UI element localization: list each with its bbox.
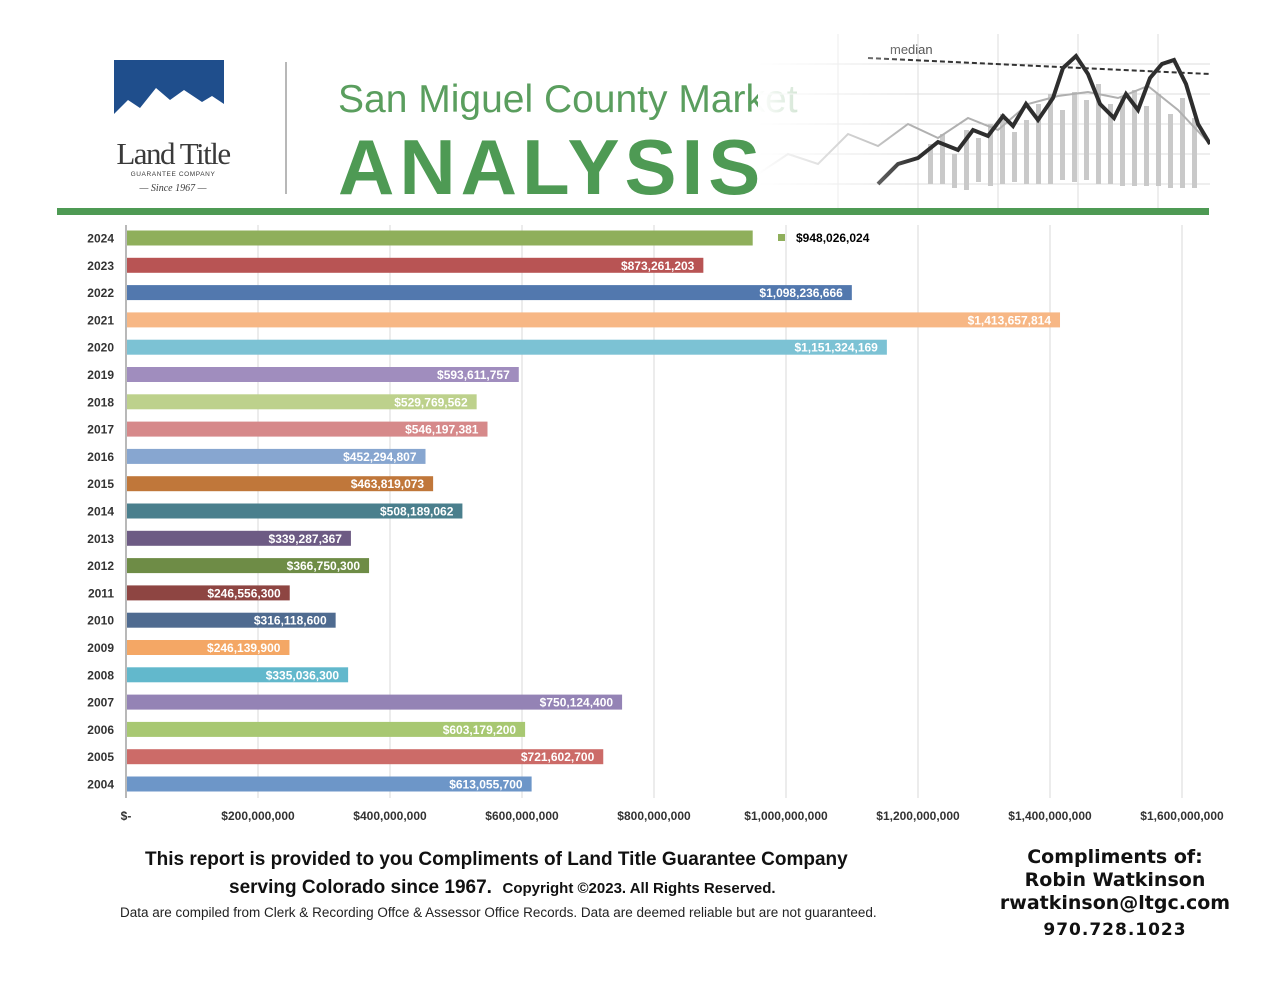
bar (127, 257, 704, 273)
y-tick-label: 2020 (87, 341, 114, 355)
header-green-rule (57, 208, 1209, 215)
x-tick-label: $800,000,000 (617, 809, 691, 823)
bar-value-label: $529,769,562 (394, 395, 468, 409)
x-tick-label: $- (121, 809, 132, 823)
bar (127, 503, 463, 519)
y-tick-label: 2007 (87, 696, 114, 710)
bar-value-label: $721,602,700 (521, 750, 595, 764)
bar-value-label: $335,036,300 (266, 668, 340, 682)
bar (127, 339, 887, 355)
bar (127, 285, 852, 301)
y-tick-label: 2018 (87, 395, 114, 409)
footer-disclaimer: Data are compiled from Clerk & Recording… (120, 905, 877, 920)
bar-value-label: $246,556,300 (207, 586, 281, 600)
bar-value-label: $546,197,381 (405, 423, 479, 437)
y-tick-label: 2024 (87, 232, 114, 246)
y-tick-label: 2021 (87, 313, 114, 327)
y-tick-label: 2006 (87, 723, 114, 737)
contact-phone: 970.728.1023 (1043, 920, 1187, 940)
bar-value-label: $1,098,236,666 (759, 286, 843, 300)
bar (127, 585, 290, 601)
chart-bars: $873,261,203 $1,098,236,666 $1,413,657,814… (127, 230, 1061, 792)
contact-name: Robin Watkinson (1024, 869, 1206, 891)
header-divider (285, 62, 287, 194)
bar-chart: $873,261,203 $1,098,236,666 $1,413,657,814… (87, 225, 1224, 823)
y-tick-label: 2012 (87, 559, 114, 573)
bar (127, 694, 623, 710)
bar (127, 421, 488, 437)
y-tick-label: 2004 (87, 778, 114, 792)
x-tick-label: $200,000,000 (221, 809, 295, 823)
page-title-top: San Miguel County Market (338, 78, 798, 121)
chart-legend: $948,026,024 (778, 231, 870, 245)
contact-email: rwatkinson@ltgc.com (999, 892, 1231, 914)
y-tick-label: 2005 (87, 750, 114, 764)
y-tick-label: 2009 (87, 641, 114, 655)
bar (127, 230, 753, 246)
bar-value-label: $750,124,400 (540, 696, 614, 710)
x-tick-label: $1,600,000,000 (1140, 809, 1224, 823)
logo-since-text: Since 1967 (150, 183, 196, 194)
footer-copyright: Copyright ©2023. All Rights Reserved. (502, 880, 776, 897)
bar-value-label: $508,189,062 (380, 505, 454, 519)
bar (127, 612, 336, 628)
y-tick-label: 2016 (87, 450, 114, 464)
bar-value-label: $366,750,300 (287, 559, 361, 573)
y-tick-label: 2013 (87, 532, 114, 546)
bar (127, 749, 604, 765)
bar-value-label: $593,611,757 (437, 368, 510, 382)
bar-value-label: $873,261,203 (621, 259, 695, 273)
bar-value-label: $316,118,600 (254, 614, 327, 628)
bar (127, 476, 434, 492)
bar (127, 394, 477, 410)
stock-chart-decoration-icon: median (758, 34, 1210, 208)
bar-value-label: $463,819,073 (351, 477, 425, 491)
bar (127, 776, 532, 792)
bar (127, 367, 519, 382)
y-tick-label: 2008 (87, 668, 114, 682)
x-tick-label: $1,400,000,000 (1008, 809, 1092, 823)
y-tick-label: 2022 (87, 286, 114, 300)
bar (127, 530, 351, 546)
x-tick-label: $1,000,000,000 (744, 809, 828, 823)
x-tick-label: $400,000,000 (353, 809, 427, 823)
bar-value-label: $1,413,657,814 (968, 313, 1052, 327)
bar-value-label: $246,139,900 (207, 641, 281, 655)
mountain-logo-icon (114, 60, 224, 132)
logo-name: Land Title (116, 136, 231, 171)
y-tick-label: 2023 (87, 259, 114, 273)
chart-y-labels: 2024 2023 2022 2021 2020 2019 2018 2017 2016 2015… (87, 232, 114, 792)
bar (127, 667, 349, 683)
footer-line-2-text: serving Colorado since 1967. (229, 877, 492, 898)
bar-value-label: $613,055,700 (449, 778, 523, 792)
contact-label: Compliments of: (1027, 846, 1203, 868)
bar (127, 312, 1061, 328)
y-tick-label: 2017 (87, 423, 114, 437)
page-title-main: ANALYSIS (338, 123, 766, 211)
logo-subtitle: GUARANTEE COMPANY (130, 171, 216, 178)
y-tick-label: 2011 (88, 586, 114, 600)
bar (127, 448, 426, 464)
y-tick-label: 2010 (87, 614, 114, 628)
company-logo: Land Title GUARANTEE COMPANY — Since 196… (108, 58, 238, 208)
logo-since: — Since 1967 — (139, 183, 207, 194)
bar (127, 640, 290, 655)
chart-x-labels: $- $200,000,000 $400,000,000 $600,000,000 $8… (121, 809, 1224, 823)
bar-value-label: $452,294,807 (343, 450, 417, 464)
y-tick-label: 2015 (87, 477, 114, 491)
bar (127, 558, 370, 574)
bar-value-label: $603,179,200 (443, 723, 517, 737)
footer-line-2: serving Colorado since 1967. Copyright ©… (229, 877, 776, 899)
legend-swatch (778, 234, 785, 241)
y-tick-label: 2014 (87, 505, 114, 519)
legend-label: $948,026,024 (796, 231, 870, 245)
report-header: Land Title GUARANTEE COMPANY — Since 196… (0, 0, 1280, 220)
x-tick-label: $600,000,000 (485, 809, 559, 823)
footer-line-1: This report is provided to you Complimen… (145, 849, 848, 870)
bar (127, 721, 526, 737)
bar-value-label: $1,151,324,169 (794, 341, 878, 355)
bar-value-label: $339,287,367 (269, 532, 343, 546)
x-tick-label: $1,200,000,000 (876, 809, 960, 823)
y-tick-label: 2019 (87, 368, 114, 382)
